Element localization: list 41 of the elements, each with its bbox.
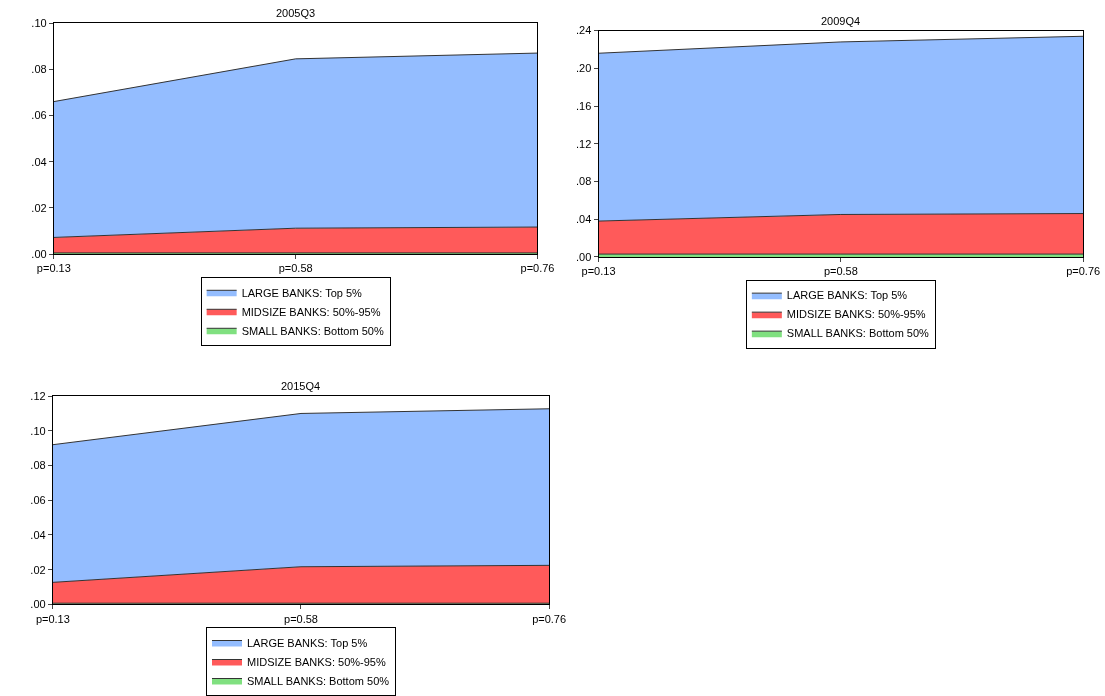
y-tick-label: .16 <box>576 99 592 112</box>
y-tick-label: .00 <box>31 247 47 260</box>
legend-label: SMALL BANKS: Bottom 50% <box>246 674 390 687</box>
y-tick-label: .10 <box>31 16 47 29</box>
y-tick-label: .00 <box>576 250 592 263</box>
legend-label: MIDSIZE BANKS: 50%-95% <box>241 305 381 318</box>
y-tick-label: .02 <box>30 563 46 576</box>
legend-label: LARGE BANKS: Top 5% <box>246 636 368 649</box>
x-tick-label: p=0.58 <box>823 265 858 278</box>
legend-label: LARGE BANKS: Top 5% <box>241 286 363 299</box>
legend-label: SMALL BANKS: Bottom 50% <box>241 324 384 337</box>
y-tick-label: .00 <box>30 598 46 611</box>
y-tick-label: .04 <box>576 213 592 226</box>
y-tick-label: .06 <box>31 109 47 122</box>
chart-title: 2009Q4 <box>821 15 861 27</box>
legend-label: MIDSIZE BANKS: 50%-95% <box>246 655 386 668</box>
x-tick-label: p=0.13 <box>36 262 71 275</box>
x-tick-label: p=0.58 <box>278 262 313 275</box>
y-tick-label: .24 <box>576 24 592 37</box>
y-tick-label: .06 <box>30 494 46 507</box>
x-tick-label: p=0.76 <box>532 612 567 625</box>
x-tick-label: p=0.76 <box>520 262 555 275</box>
y-tick-label: .20 <box>576 62 592 75</box>
y-tick-label: .12 <box>30 389 46 402</box>
x-tick-label: p=0.58 <box>284 612 318 625</box>
chart-title: 2005Q3 <box>276 7 316 19</box>
y-tick-label: .04 <box>31 155 47 168</box>
y-tick-label: .02 <box>31 201 47 214</box>
y-tick-label: .12 <box>576 137 592 150</box>
y-tick-label: .10 <box>30 424 46 437</box>
legend-label: MIDSIZE BANKS: 50%-95% <box>786 308 926 321</box>
y-tick-label: .08 <box>31 63 47 76</box>
y-tick-label: .08 <box>576 175 592 188</box>
x-tick-label: p=0.76 <box>1066 265 1101 278</box>
x-tick-label: p=0.13 <box>581 265 616 278</box>
chart-title: 2015Q4 <box>281 380 321 392</box>
y-tick-label: .04 <box>30 528 46 541</box>
y-tick-label: .08 <box>30 459 46 472</box>
x-tick-label: p=0.13 <box>35 612 70 625</box>
legend-label: LARGE BANKS: Top 5% <box>786 289 908 302</box>
legend-label: SMALL BANKS: Bottom 50% <box>786 327 930 340</box>
